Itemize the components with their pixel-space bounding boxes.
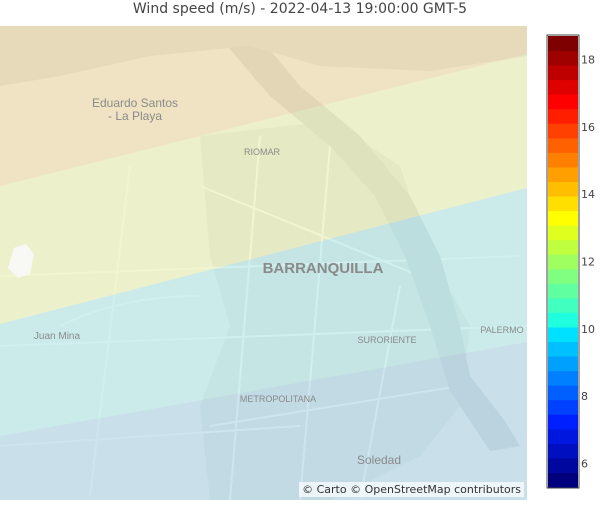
place-palermo: PALERMO bbox=[480, 325, 523, 335]
colorbar-tick-label: 16 bbox=[581, 121, 595, 134]
map-canvas: Eduardo Santos - La Playa RIOMAR BARRANQ… bbox=[0, 26, 527, 500]
place-soledad: Soledad bbox=[357, 453, 401, 467]
place-suroriente: SURORIENTE bbox=[357, 335, 416, 345]
colorbar-segment bbox=[548, 181, 578, 197]
contour-band-12-14 bbox=[0, 26, 527, 186]
colorbar-segment bbox=[548, 341, 578, 357]
chart-title: Wind speed (m/s) - 2022-04-13 19:00:00 G… bbox=[132, 1, 468, 17]
contour-band-6-8 bbox=[0, 342, 527, 500]
colorbar-segment bbox=[548, 79, 578, 95]
colorbar-tick-label: 10 bbox=[581, 323, 595, 336]
colorbar-segment bbox=[548, 196, 578, 212]
place-barranquilla: BARRANQUILLA bbox=[263, 260, 384, 277]
colorbar-segment bbox=[548, 385, 578, 401]
colorbar-segment bbox=[548, 210, 578, 226]
colorbar-frame bbox=[546, 34, 580, 489]
colorbar-segment bbox=[548, 428, 578, 444]
colorbar-segment bbox=[548, 443, 578, 459]
colorbar-segment bbox=[548, 94, 578, 110]
colorbar-segment bbox=[548, 414, 578, 430]
colorbar-segment bbox=[548, 123, 578, 139]
colorbar-segment bbox=[548, 356, 578, 372]
colorbar-tick-label: 18 bbox=[581, 54, 595, 67]
map-view[interactable]: Eduardo Santos - La Playa RIOMAR BARRANQ… bbox=[0, 26, 527, 500]
colorbar-segment bbox=[548, 108, 578, 124]
colorbar-segment bbox=[548, 268, 578, 284]
map-attribution[interactable]: © Carto © OpenStreetMap contributors bbox=[299, 482, 524, 497]
colorbar-segment bbox=[548, 457, 578, 473]
place-eduardo-santos: Eduardo Santos bbox=[92, 96, 178, 110]
colorbar-tick-label: 12 bbox=[581, 256, 595, 269]
colorbar-segment bbox=[548, 297, 578, 313]
colorbar-segment bbox=[548, 472, 578, 488]
colorbar: 18 16 14 12 10 8 6 bbox=[540, 26, 600, 500]
colorbar-segment bbox=[548, 283, 578, 299]
colorbar-segment bbox=[548, 225, 578, 241]
colorbar-segment bbox=[548, 239, 578, 255]
place-juan-mina: Juan Mina bbox=[34, 331, 81, 342]
contour-band-10-12 bbox=[0, 54, 527, 324]
colorbar-segment bbox=[548, 312, 578, 328]
colorbar-tick-label: 6 bbox=[581, 457, 588, 470]
colorbar-segment bbox=[548, 370, 578, 386]
place-riomar: RIOMAR bbox=[244, 147, 281, 157]
colorbar-segment bbox=[548, 166, 578, 182]
wind-contours bbox=[0, 26, 527, 500]
colorbar-svg: 18 16 14 12 10 8 6 bbox=[546, 34, 595, 489]
colorbar-segment bbox=[548, 137, 578, 153]
colorbar-segment bbox=[548, 399, 578, 415]
place-metropolitana: METROPOLITANA bbox=[240, 394, 316, 404]
colorbar-segment bbox=[548, 152, 578, 168]
lake-shape bbox=[8, 244, 34, 278]
colorbar-segment bbox=[548, 50, 578, 66]
place-la-playa: - La Playa bbox=[108, 109, 162, 123]
colorbar-segment bbox=[548, 36, 578, 52]
colorbar-segment bbox=[548, 65, 578, 81]
colorbar-segment bbox=[548, 326, 578, 343]
contour-band-8-10 bbox=[0, 188, 527, 436]
colorbar-tick-label: 8 bbox=[581, 390, 588, 403]
colorbar-tick-label: 14 bbox=[581, 188, 595, 201]
colorbar-segment bbox=[548, 254, 578, 270]
